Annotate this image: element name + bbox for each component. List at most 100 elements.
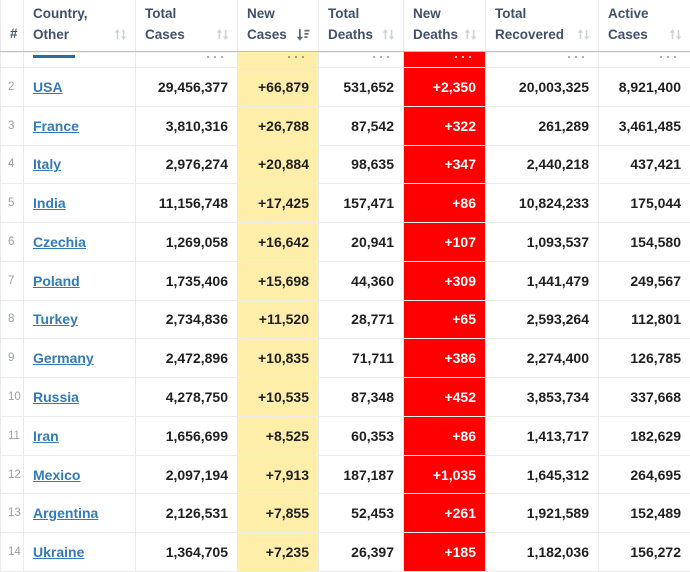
- new-cases-cell: +7,855: [237, 494, 318, 534]
- sort-toggle-icon[interactable]: [110, 28, 127, 41]
- country-cell: Italy: [23, 145, 135, 185]
- header-label: Active: [608, 6, 649, 21]
- total-cases-cell: 2,976,274: [135, 145, 237, 185]
- clipped-new-deaths-cell: [403, 52, 485, 68]
- row-rank: 11: [0, 416, 23, 456]
- sort-toggle-icon[interactable]: [378, 28, 395, 41]
- country-cell: Poland: [23, 261, 135, 301]
- row-rank: 13: [0, 494, 23, 534]
- row-rank: 4: [0, 145, 23, 185]
- country-link[interactable]: Ukraine: [33, 544, 85, 561]
- table-row: 13 Argentina 2,126,531 +7,855 52,453 +26…: [0, 494, 690, 534]
- new-cases-cell: +8,525: [237, 416, 318, 456]
- total-deaths-cell: 98,635: [318, 145, 403, 185]
- column-header-rank[interactable]: #: [0, 0, 23, 51]
- sort-toggle-icon[interactable]: [573, 28, 590, 41]
- clipped-country-link[interactable]: [33, 55, 75, 58]
- total-deaths-cell: 87,348: [318, 378, 403, 417]
- new-cases-cell: +16,642: [237, 223, 318, 262]
- total-recovered-cell: 1,441,479: [485, 261, 598, 301]
- sort-toggle-icon[interactable]: [212, 28, 229, 41]
- clipped-total-deaths-cell: [318, 52, 403, 68]
- country-link[interactable]: France: [33, 117, 79, 134]
- column-header-new-cases[interactable]: New Cases: [237, 0, 318, 51]
- total-cases-cell: 1,269,058: [135, 223, 237, 262]
- country-link[interactable]: Czechia: [33, 233, 86, 250]
- country-link[interactable]: USA: [33, 78, 63, 95]
- header-label: Recovered: [495, 27, 565, 42]
- header-label: New: [247, 6, 275, 21]
- total-recovered-cell: 2,440,218: [485, 145, 598, 185]
- country-link[interactable]: Poland: [33, 272, 80, 289]
- sort-descending-icon[interactable]: [292, 28, 310, 41]
- country-link[interactable]: Germany: [33, 350, 94, 367]
- new-cases-cell: +66,879: [237, 68, 318, 107]
- total-deaths-cell: 531,652: [318, 68, 403, 107]
- active-cases-cell: 112,801: [598, 300, 690, 340]
- active-cases-cell: 154,580: [598, 223, 690, 262]
- new-deaths-cell: +86: [403, 184, 485, 224]
- column-header-total-recovered[interactable]: Total Recovered: [485, 0, 598, 51]
- sort-toggle-icon[interactable]: [460, 28, 477, 41]
- column-header-new-deaths[interactable]: New Deaths: [403, 0, 485, 51]
- clipped-rank-cell: [0, 52, 23, 68]
- active-cases-cell: 175,044: [598, 184, 690, 224]
- total-deaths-cell: 44,360: [318, 261, 403, 301]
- country-link[interactable]: Italy: [33, 156, 62, 173]
- row-rank: 10: [0, 378, 23, 417]
- total-cases-cell: 11,156,748: [135, 184, 237, 224]
- clipped-active-cases-cell: [598, 52, 690, 68]
- total-cases-cell: 1,656,699: [135, 416, 237, 456]
- total-deaths-cell: 60,353: [318, 416, 403, 456]
- active-cases-cell: 249,567: [598, 261, 690, 301]
- country-cell: Argentina: [23, 494, 135, 534]
- total-cases-cell: 1,735,406: [135, 261, 237, 301]
- total-recovered-cell: 1,093,537: [485, 223, 598, 262]
- country-link[interactable]: Mexico: [33, 466, 81, 483]
- new-cases-cell: +17,425: [237, 184, 318, 224]
- column-header-active-cases[interactable]: Active Cases: [598, 0, 690, 51]
- total-recovered-cell: 2,593,264: [485, 300, 598, 340]
- country-link[interactable]: Argentina: [33, 505, 99, 522]
- header-label: Deaths: [413, 27, 459, 42]
- country-link[interactable]: Turkey: [33, 311, 78, 328]
- new-deaths-cell: +65: [403, 300, 485, 340]
- active-cases-cell: 182,629: [598, 416, 690, 456]
- total-recovered-cell: 1,645,312: [485, 455, 598, 495]
- total-cases-cell: 2,472,896: [135, 339, 237, 379]
- column-header-total-deaths[interactable]: Total Deaths: [318, 0, 403, 51]
- column-header-country[interactable]: Country, Other: [23, 0, 135, 51]
- active-cases-cell: 264,695: [598, 455, 690, 495]
- total-cases-cell: 4,278,750: [135, 378, 237, 417]
- header-label: Country,: [33, 6, 88, 21]
- country-cell: India: [23, 184, 135, 224]
- active-cases-cell: 8,921,400: [598, 68, 690, 107]
- new-deaths-cell: +309: [403, 261, 485, 301]
- table-row: 11 Iran 1,656,699 +8,525 60,353 +86 1,41…: [0, 416, 690, 456]
- total-cases-cell: 3,810,316: [135, 106, 237, 146]
- total-recovered-cell: 2,274,400: [485, 339, 598, 379]
- row-rank: 7: [0, 261, 23, 301]
- country-cell: Czechia: [23, 223, 135, 262]
- sort-toggle-icon[interactable]: [665, 28, 682, 41]
- total-deaths-cell: 20,941: [318, 223, 403, 262]
- table-row: 2 USA 29,456,377 +66,879 531,652 +2,350 …: [0, 68, 690, 107]
- total-cases-cell: 2,126,531: [135, 494, 237, 534]
- column-header-total-cases[interactable]: Total Cases: [135, 0, 237, 51]
- header-label: New: [413, 6, 441, 21]
- active-cases-cell: 152,489: [598, 494, 690, 534]
- country-link[interactable]: Russia: [33, 389, 79, 405]
- table-row: 6 Czechia 1,269,058 +16,642 20,941 +107 …: [0, 223, 690, 262]
- new-deaths-cell: +261: [403, 494, 485, 534]
- table-row: 5 India 11,156,748 +17,425 157,471 +86 1…: [0, 184, 690, 224]
- table-row: 10 Russia 4,278,750 +10,535 87,348 +452 …: [0, 378, 690, 417]
- row-rank: 14: [0, 533, 23, 572]
- header-label: Total: [145, 6, 177, 21]
- total-recovered-cell: 3,853,734: [485, 378, 598, 417]
- clipped-new-cases-cell: [237, 52, 318, 68]
- new-deaths-cell: +322: [403, 106, 485, 146]
- country-link[interactable]: India: [33, 195, 66, 212]
- header-label: Cases: [145, 27, 185, 42]
- country-link[interactable]: Iran: [33, 427, 59, 444]
